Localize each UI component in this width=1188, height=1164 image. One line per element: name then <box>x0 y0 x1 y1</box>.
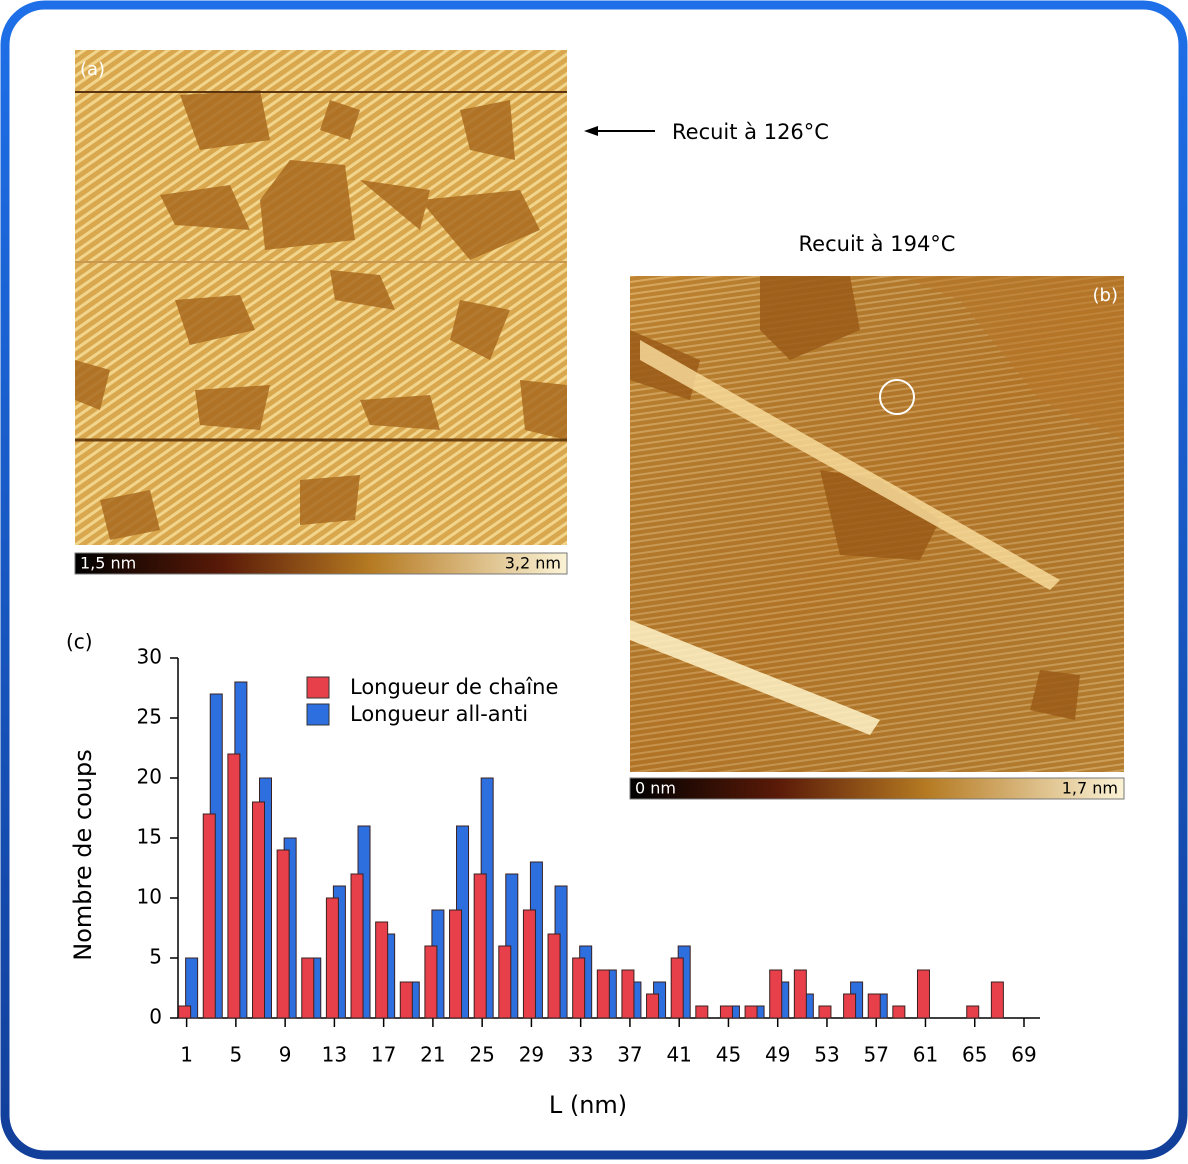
bar <box>276 849 290 1019</box>
legend-swatch <box>306 676 330 699</box>
x-tick-label: 45 <box>716 1043 741 1067</box>
bar <box>596 969 610 1019</box>
colorbar-min: 1,5 nm <box>80 554 136 573</box>
x-tick-label: 57 <box>863 1043 888 1067</box>
bar <box>572 957 586 1019</box>
bar <box>375 921 389 1019</box>
annotation: Recuit à 126°C <box>672 120 829 144</box>
colorbar-a <box>74 552 568 575</box>
x-tick-label: 17 <box>371 1043 396 1067</box>
legend-label: Longueur all-anti <box>350 702 528 726</box>
x-tick-label: 21 <box>420 1043 445 1067</box>
x-tick-label: 25 <box>469 1043 494 1067</box>
x-tick-label: 61 <box>913 1043 938 1067</box>
panel-label: (c) <box>66 630 93 654</box>
bar <box>867 993 881 1019</box>
bar <box>325 897 339 1019</box>
legend-swatch <box>306 703 330 726</box>
bar <box>695 1005 709 1019</box>
colorbar-b <box>629 777 1125 800</box>
bar <box>547 933 561 1019</box>
y-tick-label: 30 <box>137 645 162 669</box>
bar <box>449 909 463 1019</box>
y-tick-label: 5 <box>149 945 162 969</box>
bar <box>301 957 315 1019</box>
bar <box>185 957 199 1019</box>
bar <box>621 969 635 1019</box>
bar <box>769 969 783 1019</box>
bar <box>522 909 536 1019</box>
colorbar-min: 0 nm <box>635 779 676 798</box>
annotation: Recuit à 194°C <box>799 232 956 256</box>
bar <box>670 957 684 1019</box>
x-tick-label: 49 <box>765 1043 790 1067</box>
bar <box>178 1005 192 1019</box>
bar <box>843 993 857 1019</box>
x-tick-label: 65 <box>962 1043 987 1067</box>
bar <box>227 753 241 1019</box>
panel-label: (b) <box>1093 285 1118 306</box>
bar <box>350 873 364 1019</box>
bar <box>719 1005 733 1019</box>
x-axis-label: L (nm) <box>549 1091 627 1119</box>
bar <box>498 945 512 1019</box>
arrow-head <box>584 126 598 136</box>
bar <box>202 813 216 1019</box>
x-tick-label: 13 <box>322 1043 347 1067</box>
x-tick-label: 53 <box>814 1043 839 1067</box>
legend-label: Longueur de chaîne <box>350 675 558 699</box>
y-tick-label: 0 <box>149 1005 162 1029</box>
bar <box>473 873 487 1019</box>
x-tick-label: 37 <box>617 1043 642 1067</box>
y-tick-label: 15 <box>137 825 162 849</box>
stm-image-a <box>75 50 567 545</box>
bar <box>966 1005 980 1019</box>
y-axis-label: Nombre de coups <box>69 749 97 960</box>
bar <box>818 1005 832 1019</box>
x-tick-label: 41 <box>666 1043 691 1067</box>
x-tick-label: 29 <box>519 1043 544 1067</box>
x-tick-label: 1 <box>180 1043 193 1067</box>
colorbar-max: 1,7 nm <box>1062 779 1118 798</box>
x-tick-label: 9 <box>279 1043 292 1067</box>
bar <box>424 945 438 1019</box>
y-tick-label: 25 <box>137 705 162 729</box>
bar <box>990 981 1004 1019</box>
y-tick-label: 20 <box>137 765 162 789</box>
y-tick-label: 10 <box>137 885 162 909</box>
bar <box>646 993 660 1019</box>
bar <box>744 1005 758 1019</box>
bar <box>399 981 413 1019</box>
bar <box>916 969 930 1019</box>
x-tick-label: 5 <box>230 1043 243 1067</box>
panel-label: (a) <box>80 59 105 80</box>
x-tick-label: 69 <box>1011 1043 1036 1067</box>
x-tick-label: 33 <box>568 1043 593 1067</box>
bar <box>793 969 807 1019</box>
colorbar-max: 3,2 nm <box>505 554 561 573</box>
stm-image-b <box>630 276 1124 772</box>
bar <box>892 1005 906 1019</box>
bar <box>252 801 266 1019</box>
